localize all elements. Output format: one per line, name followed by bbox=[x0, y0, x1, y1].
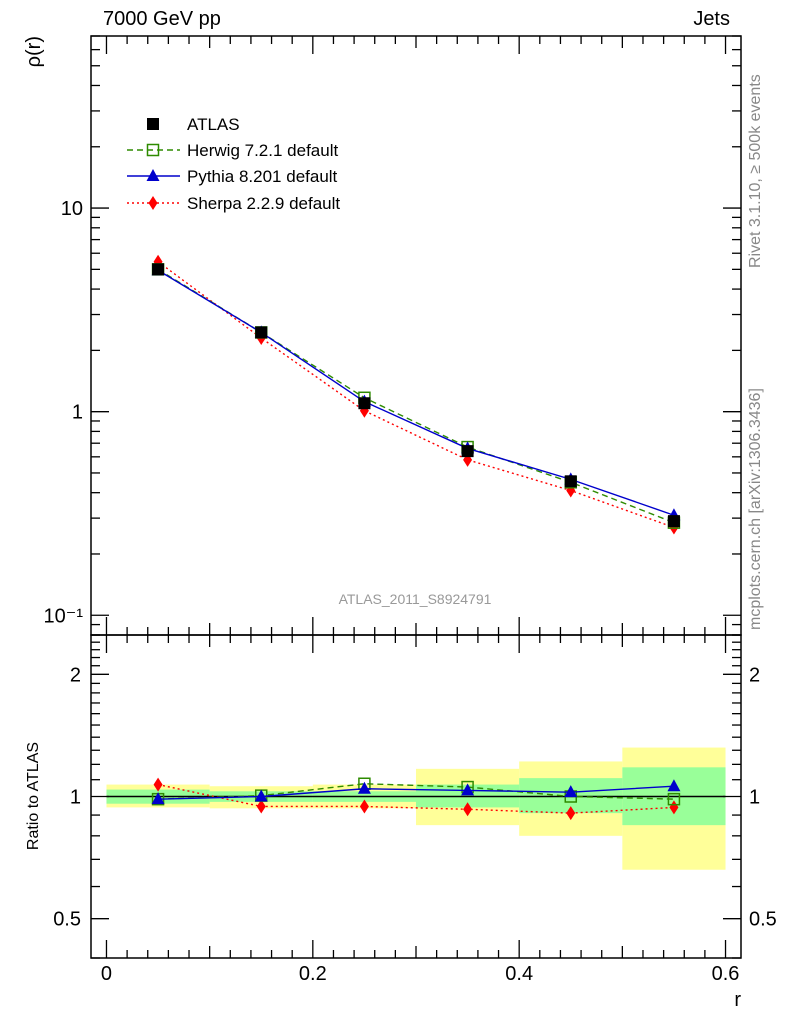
xtick-label: 0.2 bbox=[299, 963, 327, 985]
atlas-main-point bbox=[358, 397, 371, 410]
herwig-ratio-line bbox=[158, 783, 674, 800]
x-axis-title: r bbox=[734, 989, 741, 1011]
sherpa-main-line bbox=[157, 261, 675, 529]
ratio-ytick-label-left: 0.5 bbox=[53, 909, 81, 931]
pythia-ratio-point bbox=[151, 792, 165, 805]
atlas-main-point bbox=[667, 515, 680, 528]
ratio-ytick-label-right: 2 bbox=[749, 664, 760, 686]
pythia-ratio-line bbox=[158, 785, 674, 800]
pythia-ratio-point bbox=[667, 779, 681, 792]
legend-label-atlas: ATLAS bbox=[187, 115, 240, 134]
ratio-ytick-label-right: 1 bbox=[749, 787, 760, 809]
sherpa-ratio-point bbox=[256, 799, 266, 814]
sherpa-ratio-line bbox=[157, 783, 674, 814]
pythia-ratio-point bbox=[564, 785, 578, 798]
herwig-main-line bbox=[157, 268, 675, 524]
xtick-label: 0 bbox=[101, 963, 112, 985]
sherpa-ratio-point bbox=[463, 802, 473, 817]
pythia-ratio-point bbox=[357, 781, 371, 794]
main-ytick-label: 10⁻¹ bbox=[44, 605, 84, 627]
ratio-y-axis-title: Ratio to ATLAS bbox=[25, 742, 42, 850]
herwig-ratio-point bbox=[667, 792, 681, 806]
sherpa-ratio-point bbox=[669, 800, 679, 815]
ratio-ytick-label-left: 2 bbox=[70, 664, 81, 686]
atlas-main-point bbox=[255, 326, 268, 339]
main-ytick-label: 10 bbox=[61, 198, 83, 220]
atlas-main-point bbox=[564, 475, 577, 488]
legend-marker-atlas bbox=[147, 118, 159, 130]
sherpa-ratio-point bbox=[359, 799, 369, 814]
xtick-label: 0.6 bbox=[712, 963, 740, 985]
legend-label-sherpa: Sherpa 2.2.9 default bbox=[187, 194, 340, 213]
main-y-axis-title: ρ(r) bbox=[23, 36, 45, 67]
main-ytick-label: 1 bbox=[72, 402, 83, 424]
ratio-ytick-label-left: 1 bbox=[70, 787, 81, 809]
sherpa-ratio-point bbox=[153, 777, 163, 792]
header-left-label: 7000 GeV pp bbox=[103, 8, 221, 30]
sherpa-ratio-point bbox=[566, 806, 576, 821]
atlas-main-point bbox=[461, 445, 474, 458]
legend-label-herwig: Herwig 7.2.1 default bbox=[187, 141, 338, 160]
analysis-watermark: ATLAS_2011_S8924791 bbox=[339, 591, 492, 607]
legend-marker-pythia bbox=[146, 169, 160, 181]
pythia-main-line bbox=[157, 269, 675, 516]
pythia-ratio-point bbox=[461, 783, 475, 796]
ratio-ytick-label-right: 0.5 bbox=[749, 909, 777, 931]
pythia-ratio-point bbox=[254, 789, 268, 802]
atlas-main-point bbox=[152, 263, 165, 276]
legend-marker-herwig bbox=[146, 143, 160, 157]
legend-marker-sherpa bbox=[148, 196, 158, 210]
xtick-label: 0.4 bbox=[505, 963, 533, 985]
header-right-label: Jets bbox=[693, 8, 730, 30]
legend-label-pythia: Pythia 8.201 default bbox=[187, 167, 338, 186]
